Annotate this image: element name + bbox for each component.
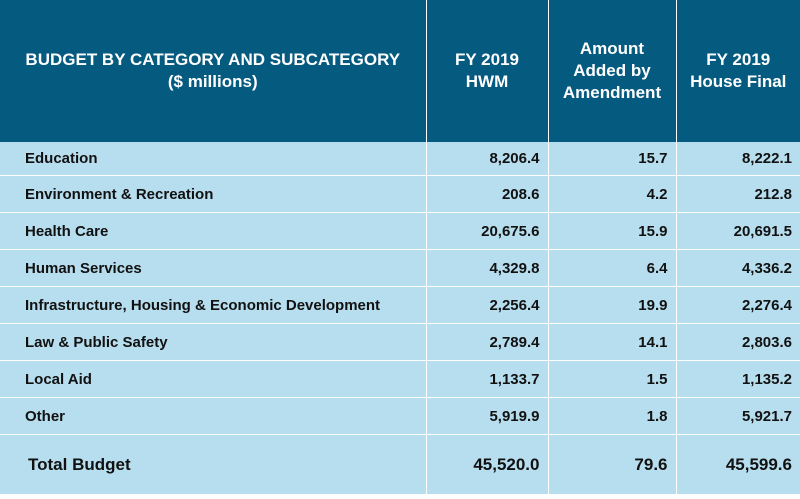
header-amendment: Amount Added by Amendment xyxy=(548,0,677,142)
row-hwm: 20,675.6 xyxy=(426,212,549,250)
row-amendment: 19.9 xyxy=(548,286,677,324)
table-row: Other 5,919.9 1.8 5,921.7 xyxy=(0,397,800,435)
row-category: Health Care xyxy=(0,212,427,250)
table-body: Education 8,206.4 15.7 8,222.1 Environme… xyxy=(0,142,800,435)
row-amendment: 15.9 xyxy=(548,212,677,250)
row-final: 2,803.6 xyxy=(676,323,800,361)
header-amendment-line: Amount xyxy=(579,39,645,58)
total-row: Total Budget 45,520.0 79.6 45,599.6 xyxy=(0,434,800,494)
row-hwm: 5,919.9 xyxy=(426,397,549,435)
header-amendment-line: Added by xyxy=(573,61,651,80)
total-label: Total Budget xyxy=(0,434,427,494)
table-row: Health Care 20,675.6 15.9 20,691.5 xyxy=(0,212,800,250)
header-hwm-line: FY 2019 xyxy=(455,50,519,69)
table-row: Law & Public Safety 2,789.4 14.1 2,803.6 xyxy=(0,323,800,361)
header-hwm-line: HWM xyxy=(465,72,509,91)
row-hwm: 8,206.4 xyxy=(426,142,549,176)
row-category: Infrastructure, Housing & Economic Devel… xyxy=(0,286,427,324)
row-category: Local Aid xyxy=(0,360,427,398)
header-row: BUDGET BY CATEGORY AND SUBCATEGORY ($ mi… xyxy=(0,0,800,142)
row-hwm: 4,329.8 xyxy=(426,249,549,287)
row-hwm: 208.6 xyxy=(426,175,549,213)
row-category: Environment & Recreation xyxy=(0,175,427,213)
row-category: Education xyxy=(0,142,427,176)
total-hwm: 45,520.0 xyxy=(426,434,549,494)
header-hwm: FY 2019 HWM xyxy=(426,0,549,142)
row-final: 20,691.5 xyxy=(676,212,800,250)
header-final: FY 2019 House Final xyxy=(676,0,800,142)
row-hwm: 1,133.7 xyxy=(426,360,549,398)
row-amendment: 6.4 xyxy=(548,249,677,287)
table-row: Education 8,206.4 15.7 8,222.1 xyxy=(0,142,800,176)
row-hwm: 2,256.4 xyxy=(426,286,549,324)
row-final: 8,222.1 xyxy=(676,142,800,176)
row-amendment: 15.7 xyxy=(548,142,677,176)
total-final: 45,599.6 xyxy=(676,434,800,494)
total-amendment: 79.6 xyxy=(548,434,677,494)
table-row: Human Services 4,329.8 6.4 4,336.2 xyxy=(0,249,800,287)
table-row: Environment & Recreation 208.6 4.2 212.8 xyxy=(0,175,800,213)
row-amendment: 1.8 xyxy=(548,397,677,435)
row-final: 2,276.4 xyxy=(676,286,800,324)
header-category-line: ($ millions) xyxy=(167,72,258,91)
table-footer: Total Budget 45,520.0 79.6 45,599.6 xyxy=(0,434,800,494)
header-category: BUDGET BY CATEGORY AND SUBCATEGORY ($ mi… xyxy=(0,0,427,142)
row-hwm: 2,789.4 xyxy=(426,323,549,361)
table-row: Infrastructure, Housing & Economic Devel… xyxy=(0,286,800,324)
row-category: Other xyxy=(0,397,427,435)
header-category-line: BUDGET BY CATEGORY AND SUBCATEGORY xyxy=(25,50,401,69)
row-category: Human Services xyxy=(0,249,427,287)
table-row: Local Aid 1,133.7 1.5 1,135.2 xyxy=(0,360,800,398)
row-final: 212.8 xyxy=(676,175,800,213)
row-amendment: 4.2 xyxy=(548,175,677,213)
row-final: 5,921.7 xyxy=(676,397,800,435)
header-final-line: FY 2019 xyxy=(706,50,771,69)
header-amendment-line: Amendment xyxy=(562,83,662,102)
row-final: 4,336.2 xyxy=(676,249,800,287)
row-category: Law & Public Safety xyxy=(0,323,427,361)
row-final: 1,135.2 xyxy=(676,360,800,398)
table-header: BUDGET BY CATEGORY AND SUBCATEGORY ($ mi… xyxy=(0,0,800,142)
row-amendment: 14.1 xyxy=(548,323,677,361)
header-final-line: House Final xyxy=(690,72,787,91)
row-amendment: 1.5 xyxy=(548,360,677,398)
